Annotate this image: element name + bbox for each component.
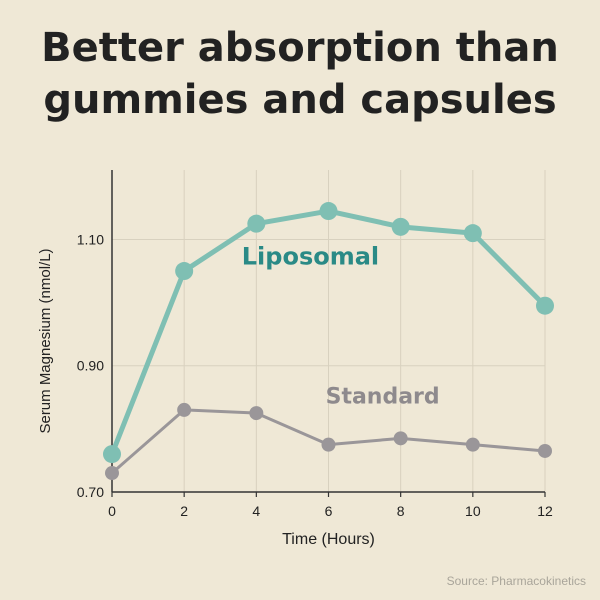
data-point-liposomal	[103, 445, 121, 464]
data-point-liposomal	[319, 202, 338, 221]
source-note: Source: Pharmacokinetics	[446, 574, 586, 588]
data-point-liposomal	[391, 217, 410, 236]
y-axis-label: Serum Magnesium (nmol/L)	[37, 248, 54, 433]
data-point-standard	[465, 437, 480, 452]
x-tick-label: 8	[397, 503, 405, 519]
axis-labels: Time (Hours) Serum Magnesium (nmol/L)	[37, 248, 375, 548]
x-tick-label: 10	[465, 503, 481, 519]
data-point-liposomal	[536, 296, 554, 315]
data-point-liposomal	[175, 262, 194, 281]
axes	[111, 170, 546, 497]
x-tick-label: 0	[108, 503, 116, 519]
x-tick-label: 4	[252, 503, 260, 519]
x-tick-label: 6	[325, 503, 333, 519]
data-point-standard	[249, 406, 264, 421]
x-tick-label: 2	[180, 503, 188, 519]
chart-title-line-1: Better absorption than	[41, 25, 559, 71]
y-tick-label: 1.10	[77, 231, 104, 247]
x-axis-label: Time (Hours)	[282, 531, 375, 548]
data-point-standard	[393, 431, 408, 446]
chart-title: Better absorption than gummies and capsu…	[0, 22, 600, 126]
chart-title-line-2: gummies and capsules	[43, 77, 557, 123]
series-group: Liposomal Standard	[103, 202, 554, 481]
data-point-standard	[177, 402, 192, 417]
data-point-standard	[321, 437, 336, 452]
data-point-standard	[105, 466, 119, 481]
y-tick-label: 0.70	[77, 484, 104, 500]
y-tick-label: 0.90	[77, 358, 104, 374]
data-point-standard	[538, 443, 552, 458]
series-label-standard: Standard	[326, 385, 440, 410]
x-tick-label: 12	[537, 503, 553, 519]
data-point-liposomal	[247, 214, 266, 233]
tick-labels: 0 2 4 6 8 10 12 0.70 0.90 1.10	[77, 231, 553, 519]
data-point-liposomal	[463, 224, 482, 243]
series-label-liposomal: Liposomal	[242, 243, 379, 271]
